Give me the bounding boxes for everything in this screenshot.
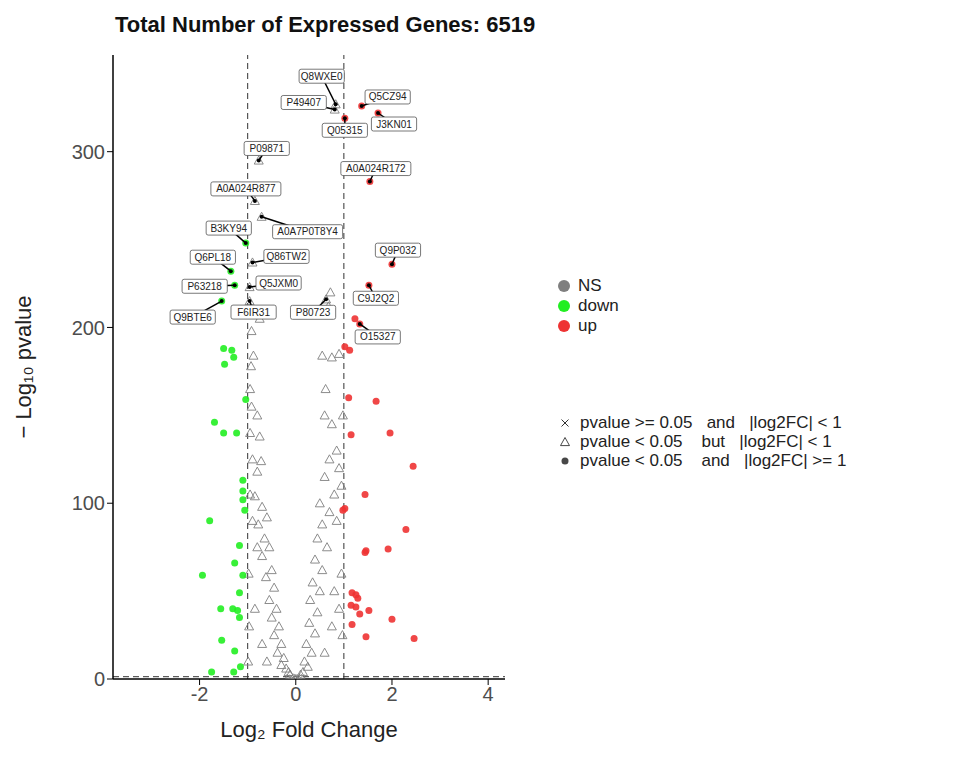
svg-text:B3KY94: B3KY94 xyxy=(210,223,247,234)
svg-text:F6IR31: F6IR31 xyxy=(237,307,270,318)
svg-text:4: 4 xyxy=(483,683,494,705)
html-text:up: up xyxy=(578,316,597,335)
svg-text:P09871: P09871 xyxy=(249,143,284,154)
svg-text:C9J2Q2: C9J2Q2 xyxy=(358,293,395,304)
svg-text:Q9P032: Q9P032 xyxy=(380,245,417,256)
svg-text:− Log₁₀ pvalue: − Log₁₀ pvalue xyxy=(11,295,36,438)
svg-text:O15327: O15327 xyxy=(360,331,396,342)
html-text:pvalue >= 0.05 and |log2FC| <: pvalue >= 0.05 and |log2FC| < 1 xyxy=(580,412,842,432)
svg-text:P49407: P49407 xyxy=(286,97,321,108)
svg-text:A0A024R172: A0A024R172 xyxy=(346,163,406,174)
svg-text:0: 0 xyxy=(94,668,105,690)
svg-text:200: 200 xyxy=(72,317,105,339)
svg-text:100: 100 xyxy=(72,492,105,514)
svg-text:Q8WXE0: Q8WXE0 xyxy=(301,71,343,82)
svg-text:2: 2 xyxy=(386,683,397,705)
svg-text:Q6PL18: Q6PL18 xyxy=(194,252,231,263)
svg-text:0: 0 xyxy=(290,683,301,705)
html-text:NS: NS xyxy=(578,276,602,295)
html-text:Total Number of Expressed Gene: Total Number of Expressed Genes: 6519 xyxy=(115,12,536,37)
svg-text:300: 300 xyxy=(72,141,105,163)
svg-text:Q05315: Q05315 xyxy=(327,125,363,136)
html-text:down: down xyxy=(578,296,619,315)
svg-text:A0A024R877: A0A024R877 xyxy=(216,183,276,194)
svg-text:A0A7P0T8Y4: A0A7P0T8Y4 xyxy=(277,226,338,237)
html-text:pvalue < 0.05 and |log2FC| >=: pvalue < 0.05 and |log2FC| >= 1 xyxy=(580,450,847,470)
svg-text:Log₂ Fold Change: Log₂ Fold Change xyxy=(220,717,397,742)
svg-text:P63218: P63218 xyxy=(187,281,222,292)
svg-text:P80723: P80723 xyxy=(296,307,331,318)
svg-text:Q5JXM0: Q5JXM0 xyxy=(259,278,298,289)
svg-text:Q5CZ94: Q5CZ94 xyxy=(369,91,407,102)
svg-text:-2: -2 xyxy=(191,683,209,705)
html-text:pvalue < 0.05 but |log2FC| < 1: pvalue < 0.05 but |log2FC| < 1 xyxy=(580,431,832,451)
svg-text:Q9BTE6: Q9BTE6 xyxy=(174,312,213,323)
svg-text:J3KN01: J3KN01 xyxy=(376,119,412,130)
svg-text:Q86TW2: Q86TW2 xyxy=(266,251,306,262)
